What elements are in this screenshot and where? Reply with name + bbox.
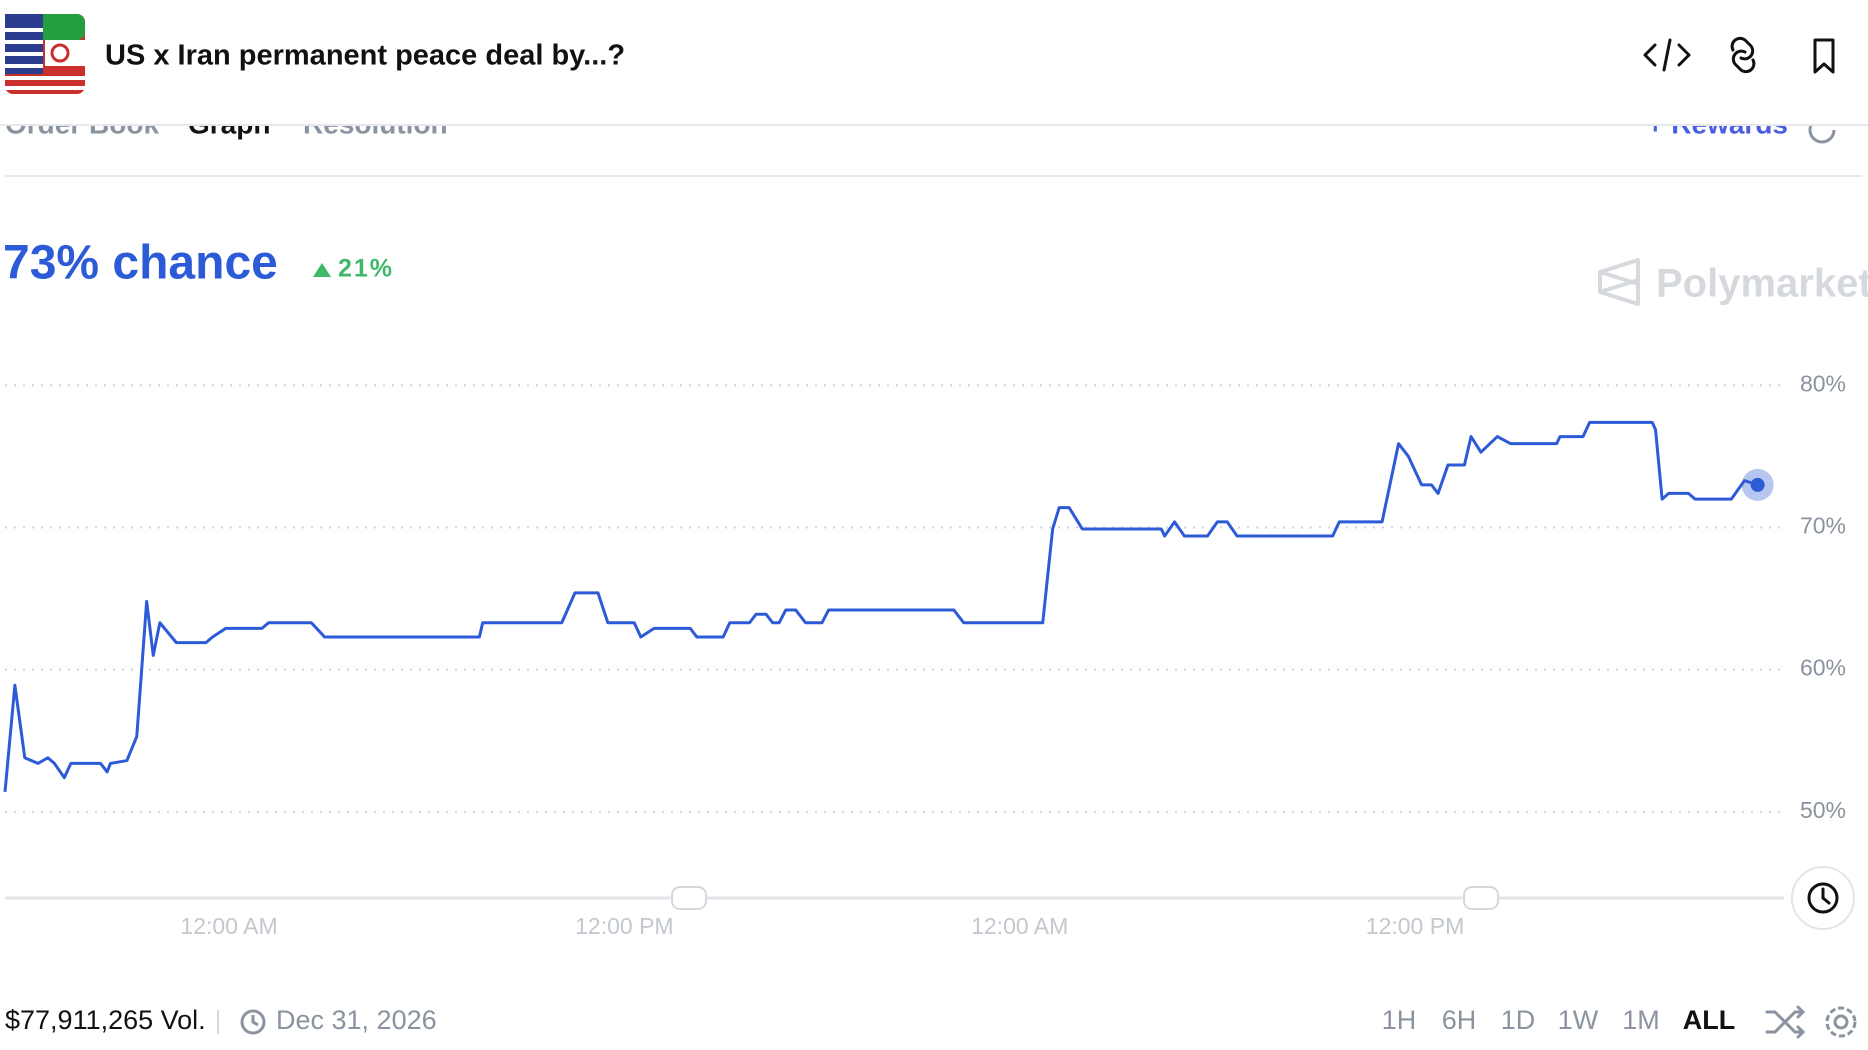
calendar-clock-icon: [240, 1009, 266, 1035]
slider-handle[interactable]: [671, 886, 707, 910]
chance-headline: 73% chance: [3, 237, 278, 290]
range-button[interactable]: 1M: [1622, 1005, 1660, 1035]
link-icon[interactable]: [1730, 36, 1756, 74]
range-button[interactable]: 1D: [1501, 1005, 1536, 1035]
change-arrow: [313, 263, 331, 277]
change-value: 21%: [338, 255, 394, 283]
x-tick-label: 12:00 PM: [575, 913, 673, 939]
watermark: Polymarket: [1598, 258, 1868, 306]
range-button[interactable]: 1H: [1382, 1005, 1417, 1035]
end-date: Dec 31, 2026: [276, 1005, 437, 1035]
embed-icon[interactable]: [1643, 38, 1691, 72]
range-buttons: 1H 6H 1D 1W 1M ALL: [1382, 1005, 1736, 1035]
settings-icon[interactable]: [1825, 1006, 1857, 1038]
plot: 50% 60% 70% 80% 12:00 AM 12:00 PM 12:00 AM 12:0…: [3, 370, 1846, 939]
slider-handle[interactable]: [1463, 886, 1499, 910]
y-tick-label: 50%: [1800, 797, 1846, 823]
price-line: [3, 420, 1759, 792]
bookmark-icon[interactable]: [1813, 38, 1835, 74]
x-tick-label: 12:00 AM: [971, 913, 1068, 939]
shuffle-icon[interactable]: [1765, 1005, 1806, 1039]
range-button[interactable]: ALL: [1683, 1005, 1735, 1035]
volume: $77,911,265 Vol.: [5, 1005, 206, 1035]
market-title: US x Iran permanent peace deal by...?: [105, 40, 625, 72]
range-button[interactable]: 1W: [1558, 1005, 1599, 1035]
current-point: [1750, 477, 1765, 492]
header-bg: [0, 0, 1868, 124]
y-tick-label: 60%: [1800, 655, 1846, 681]
history-button[interactable]: [1791, 866, 1855, 930]
x-tick-label: 12:00 AM: [180, 913, 277, 939]
y-tick-label: 70%: [1800, 513, 1846, 539]
range-button[interactable]: 6H: [1442, 1005, 1477, 1035]
header: US x Iran permanent peace deal by...?: [0, 0, 1868, 126]
y-tick-label: 80%: [1800, 370, 1846, 396]
brand-text: Polymarket: [1656, 262, 1868, 306]
x-tick-label: 12:00 PM: [1366, 913, 1464, 939]
market-icon: [5, 14, 85, 94]
